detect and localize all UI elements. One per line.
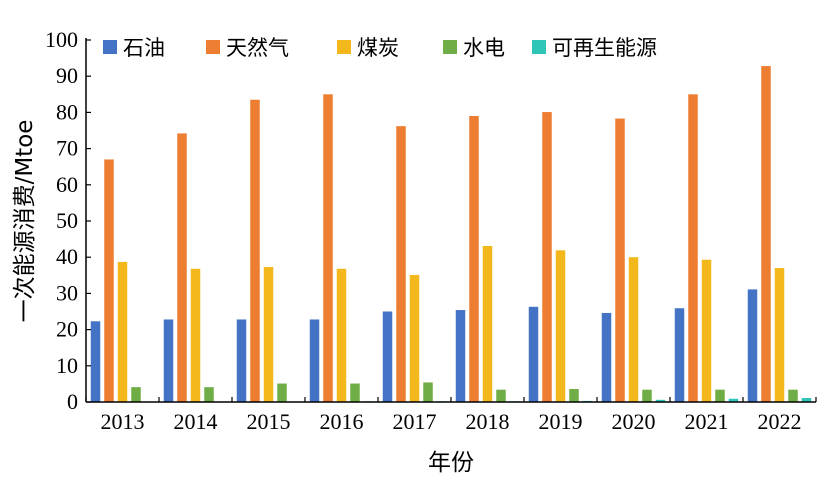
bar-石油-2014 bbox=[163, 319, 174, 402]
legend-label-天然气: 天然气 bbox=[226, 36, 289, 60]
bar-水电-2017 bbox=[423, 382, 433, 402]
bar-煤炭-2019 bbox=[555, 250, 566, 402]
bar-石油-2022 bbox=[747, 289, 758, 402]
axes: 0 10 20 30 40 50 60 70 80 90 100 2013 2014 2015 2016 20… bbox=[45, 27, 817, 434]
y-tick-label: 40 bbox=[56, 244, 78, 269]
bar-水电-2020 bbox=[642, 389, 652, 402]
bar-水电-2014 bbox=[204, 387, 214, 402]
bar-可再生能源-2020 bbox=[655, 399, 666, 402]
bar-group bbox=[90, 66, 812, 403]
bar-石油-2016 bbox=[309, 319, 320, 402]
x-tick-label: 2013 bbox=[101, 409, 145, 434]
x-axis-title: 年份 bbox=[428, 450, 474, 476]
bar-煤炭-2016 bbox=[336, 268, 347, 402]
bar-水电-2016 bbox=[350, 383, 360, 402]
y-tick-label: 10 bbox=[56, 353, 78, 378]
x-tick-label: 2022 bbox=[758, 409, 802, 434]
bar-石油-2021 bbox=[674, 308, 685, 402]
bar-天然气-2013 bbox=[104, 159, 114, 402]
bar-石油-2015 bbox=[236, 319, 247, 402]
bar-煤炭-2018 bbox=[482, 245, 493, 402]
bar-天然气-2018 bbox=[469, 116, 479, 403]
bar-水电-2021 bbox=[715, 389, 725, 402]
bar-石油-2018 bbox=[455, 310, 466, 402]
legend-swatch-可再生能源 bbox=[532, 40, 546, 54]
bar-水电-2019 bbox=[569, 388, 579, 402]
bar-煤炭-2017 bbox=[409, 274, 420, 402]
bar-煤炭-2014 bbox=[190, 268, 201, 402]
legend-label-水电: 水电 bbox=[463, 36, 505, 60]
legend-label-可再生能源: 可再生能源 bbox=[552, 36, 657, 60]
y-tick-label: 30 bbox=[56, 280, 78, 305]
y-tick-label: 100 bbox=[45, 27, 78, 52]
legend-swatch-水电 bbox=[443, 40, 457, 54]
legend-swatch-石油 bbox=[103, 40, 117, 54]
bar-石油-2019 bbox=[528, 306, 539, 402]
y-tick-label: 80 bbox=[56, 99, 78, 124]
y-tick-label: 90 bbox=[56, 63, 78, 88]
bar-石油-2013 bbox=[90, 321, 101, 402]
legend-swatch-天然气 bbox=[206, 40, 220, 54]
x-tick-label: 2020 bbox=[612, 409, 656, 434]
bar-天然气-2014 bbox=[177, 133, 187, 402]
y-tick-label: 70 bbox=[56, 136, 78, 161]
legend-swatch-煤炭 bbox=[337, 40, 351, 54]
y-tick-label: 60 bbox=[56, 172, 78, 197]
x-tick-label: 2016 bbox=[320, 409, 364, 434]
bar-天然气-2019 bbox=[542, 112, 552, 402]
y-axis-title: 一次能源消费/Mtoe bbox=[12, 120, 38, 323]
bar-天然气-2015 bbox=[250, 99, 260, 402]
y-tick-label: 20 bbox=[56, 317, 78, 342]
bar-天然气-2017 bbox=[396, 126, 406, 402]
bar-天然气-2016 bbox=[323, 94, 333, 403]
y-tick-label: 0 bbox=[67, 389, 78, 414]
bar-水电-2022 bbox=[788, 389, 798, 402]
legend-label-煤炭: 煤炭 bbox=[357, 36, 399, 60]
x-tick-label: 2021 bbox=[685, 409, 729, 434]
bar-水电-2018 bbox=[496, 389, 506, 402]
bar-煤炭-2013 bbox=[117, 261, 128, 402]
bar-煤炭-2021 bbox=[701, 259, 712, 402]
bar-可再生能源-2021 bbox=[728, 398, 739, 402]
bar-可再生能源-2022 bbox=[801, 398, 812, 402]
x-tick-label: 2019 bbox=[539, 409, 583, 434]
bar-天然气-2020 bbox=[615, 118, 625, 403]
bar-天然气-2022 bbox=[761, 66, 771, 402]
x-tick-label: 2014 bbox=[174, 409, 218, 434]
legend-label-石油: 石油 bbox=[123, 36, 165, 60]
bar-煤炭-2015 bbox=[263, 266, 274, 402]
bar-水电-2013 bbox=[131, 387, 141, 402]
bar-煤炭-2020 bbox=[628, 257, 639, 402]
x-tick-label: 2015 bbox=[247, 409, 291, 434]
bar-石油-2017 bbox=[382, 311, 393, 402]
x-tick-label: 2017 bbox=[393, 409, 437, 434]
bar-水电-2015 bbox=[277, 383, 287, 402]
bar-石油-2020 bbox=[601, 312, 612, 402]
bar-煤炭-2022 bbox=[774, 268, 785, 402]
legend: 石油 天然气 煤炭 水电 可再生能源 bbox=[103, 36, 657, 60]
x-tick-label: 2018 bbox=[466, 409, 510, 434]
bar-天然气-2021 bbox=[688, 94, 698, 403]
y-tick-label: 50 bbox=[56, 208, 78, 233]
